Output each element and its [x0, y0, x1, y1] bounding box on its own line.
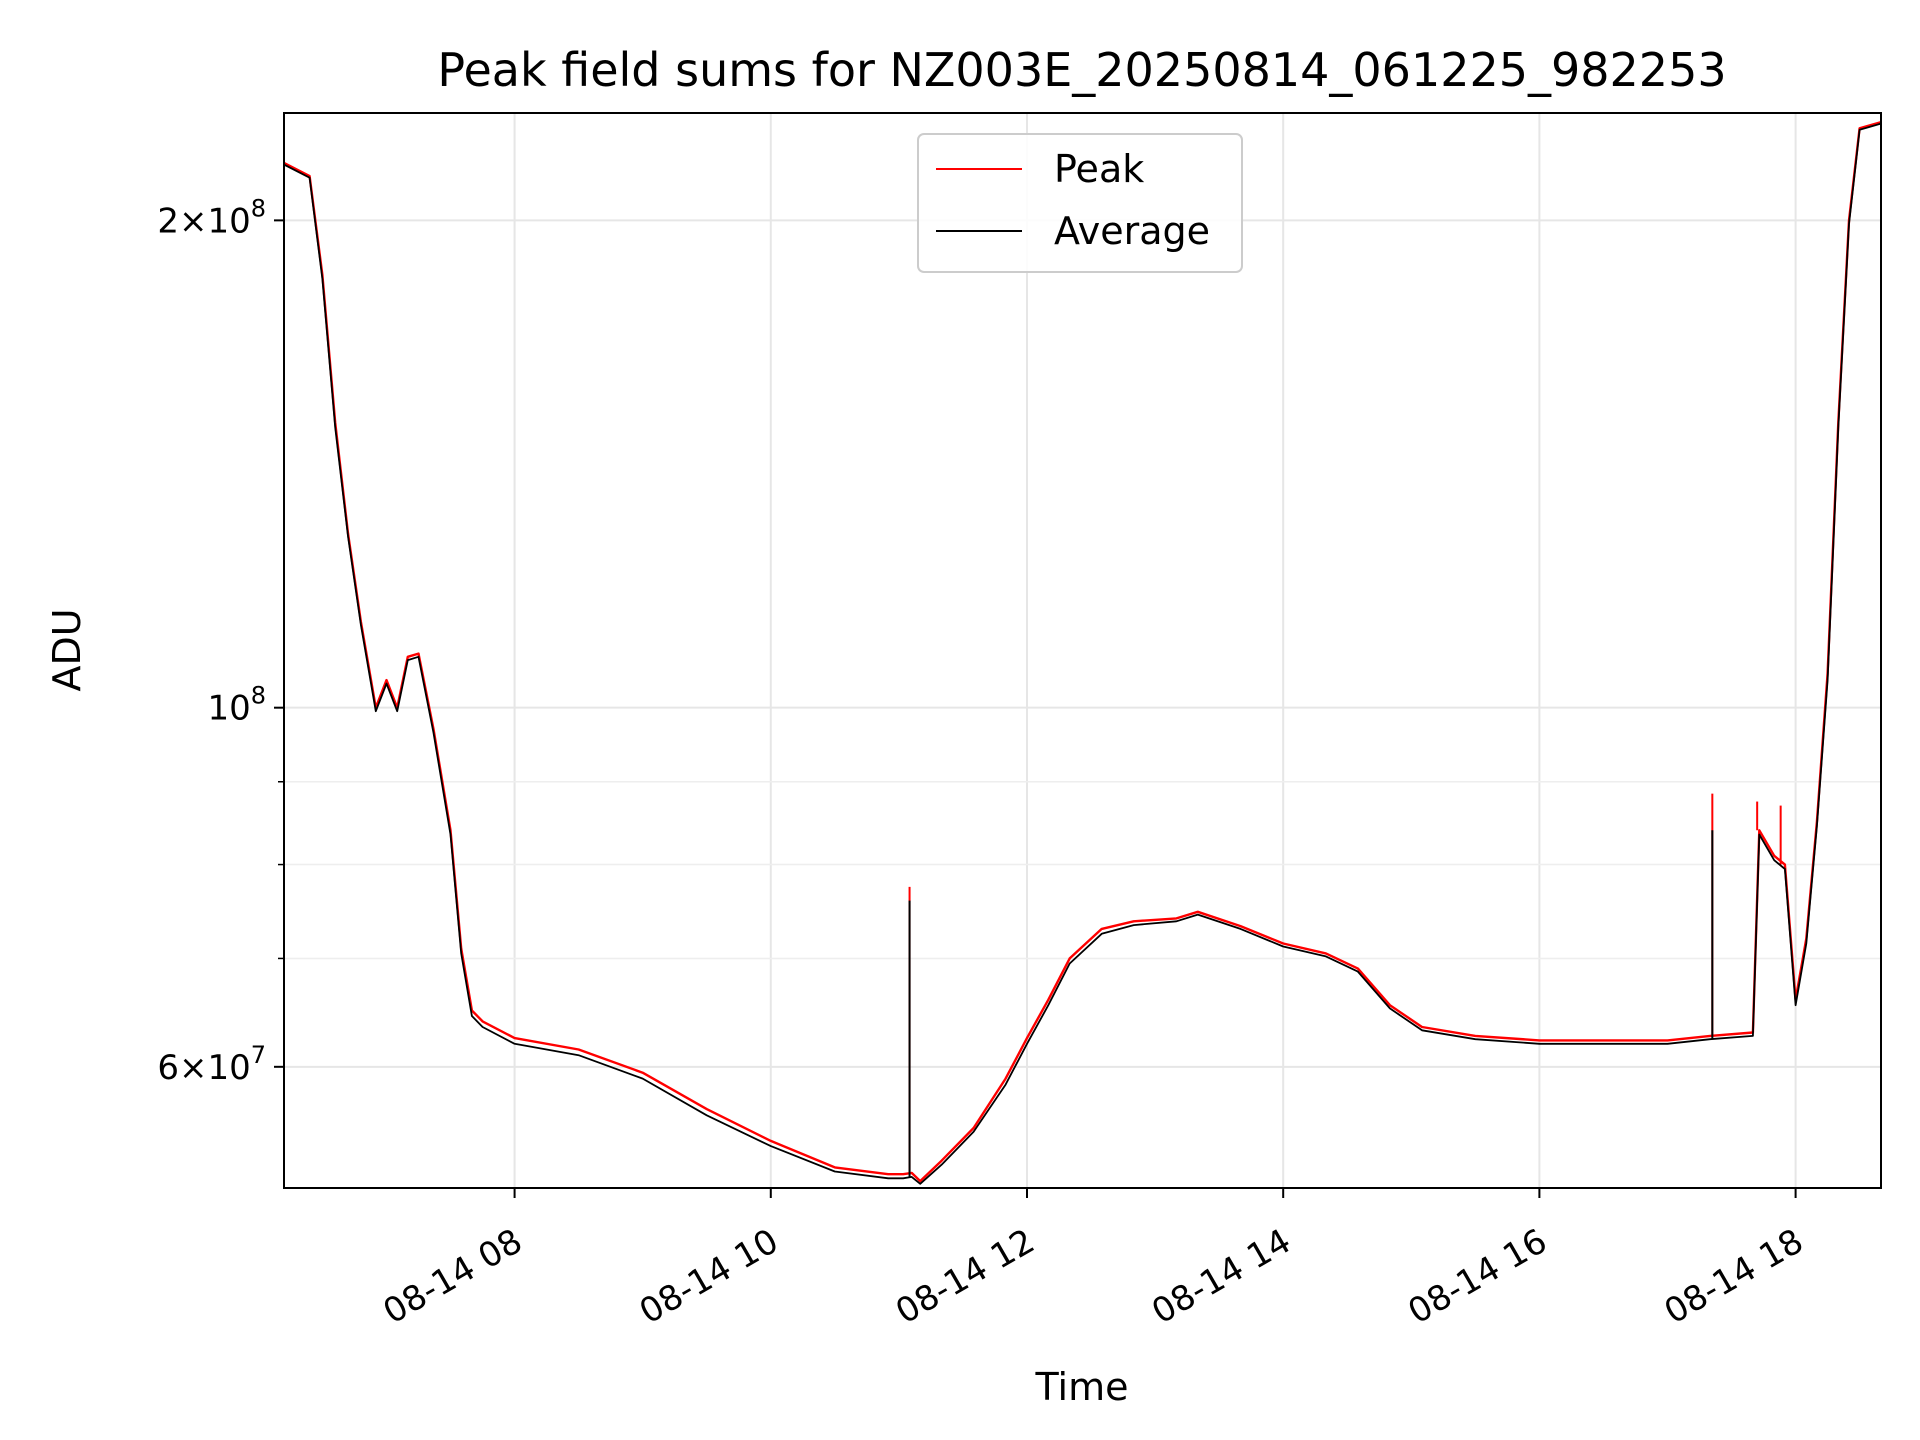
legend: Peak Average [917, 133, 1243, 273]
series-line-peak [284, 120, 1881, 1183]
x-axis-label: Time [1035, 1365, 1129, 1409]
series-layer [284, 120, 1881, 1185]
y-tick-label: 2×108 [157, 194, 266, 241]
grid [284, 113, 1881, 1188]
plot-frame [283, 112, 1882, 1189]
legend-label-peak: Peak [1054, 147, 1144, 191]
y-tick-label: 6×107 [157, 1041, 266, 1088]
y-axis-label: ADU [45, 608, 89, 691]
legend-label-average: Average [1054, 209, 1210, 253]
chart-title: Peak field sums for NZ003E_20250814_0612… [437, 43, 1726, 97]
y-tick-label: 108 [207, 682, 266, 729]
series-line-average [284, 122, 1881, 1185]
